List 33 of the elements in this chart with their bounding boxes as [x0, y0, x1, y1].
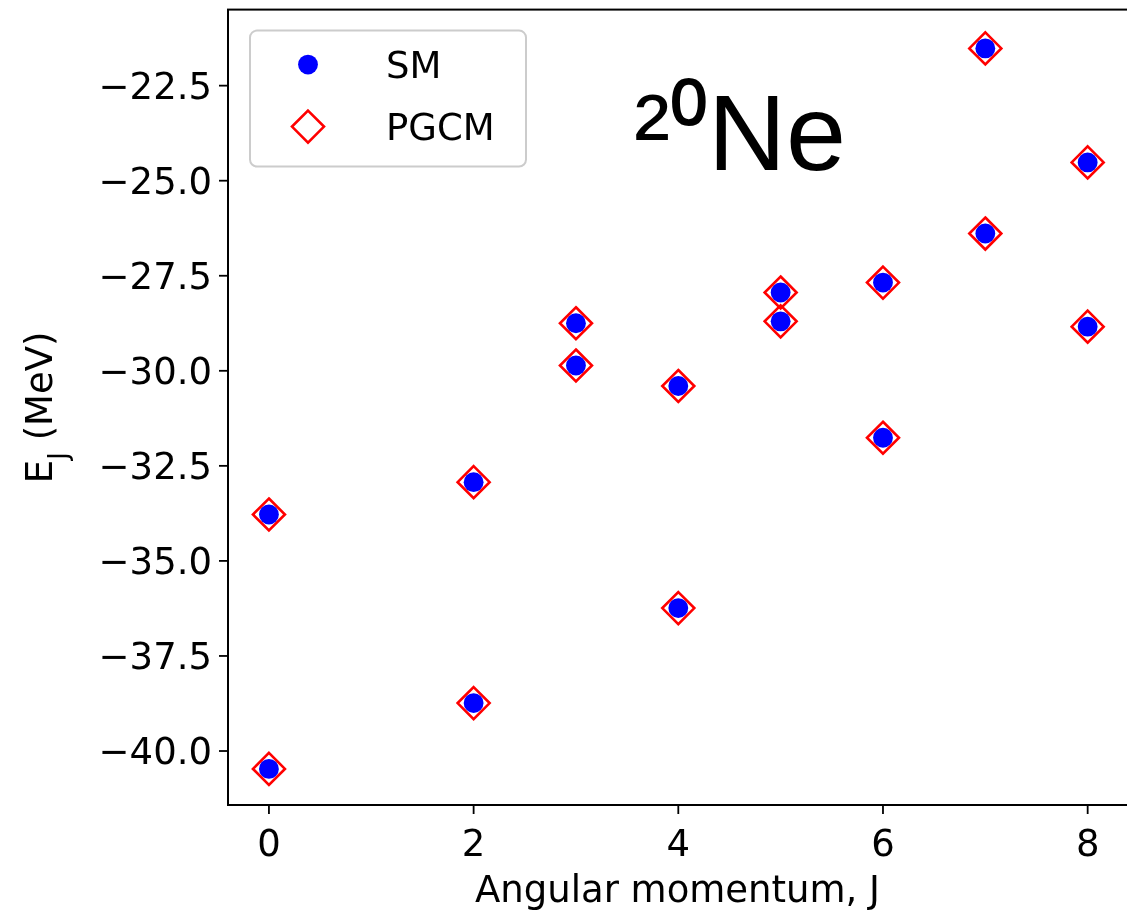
point [865, 265, 901, 300]
y-tick-label: −35.0 [98, 540, 212, 584]
y-tick-label: −27.5 [98, 255, 212, 299]
point [661, 368, 696, 404]
y-tick-label: −22.5 [98, 64, 212, 108]
x-axis-title: Angular momentum, J [474, 868, 881, 911]
point [1070, 145, 1105, 180]
x-tick-label: 0 [257, 822, 281, 865]
point [558, 348, 594, 383]
annotation: ²⁰Ne [634, 72, 847, 193]
y-tick-label: −40.0 [98, 730, 212, 774]
x-tick-label: 2 [461, 822, 486, 865]
point [968, 31, 1003, 66]
point [558, 305, 594, 341]
point [661, 590, 696, 626]
point [865, 420, 901, 456]
y-tick-label: −32.5 [98, 445, 212, 489]
x-tick-label: 6 [871, 822, 895, 865]
point [763, 275, 798, 310]
point [763, 304, 798, 339]
y-tick-label: −37.5 [98, 635, 212, 679]
point [1070, 309, 1105, 344]
x-tick-label: 4 [666, 822, 691, 865]
y-tick-label: −25.0 [98, 160, 212, 204]
legend-label: PGCM [386, 105, 495, 149]
point [251, 497, 287, 532]
point [456, 464, 491, 500]
legend-label: SM [386, 43, 442, 87]
x-tick-label: 8 [1075, 822, 1100, 865]
point [456, 685, 491, 721]
point [968, 216, 1003, 251]
y-tick-label: −30.0 [98, 350, 212, 394]
point [251, 751, 287, 787]
